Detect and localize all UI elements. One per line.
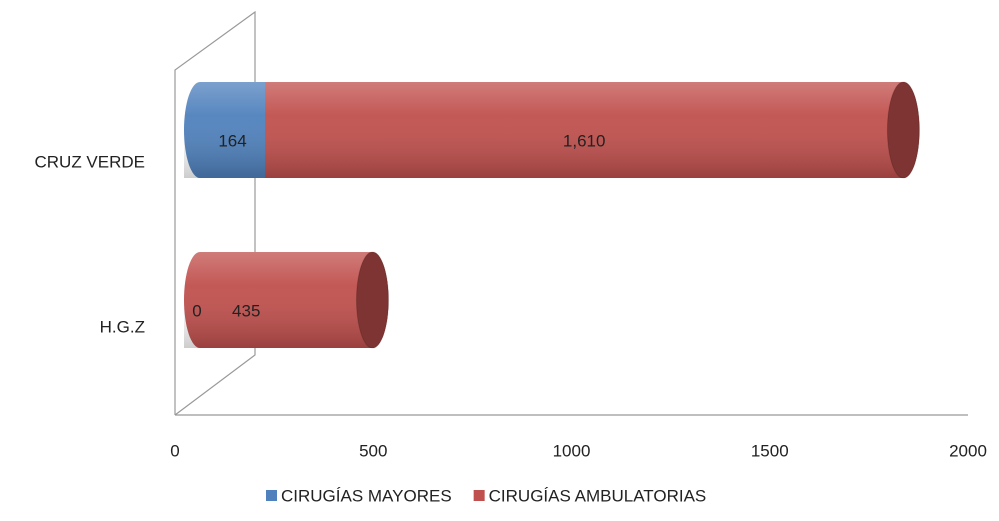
value-label: 435 xyxy=(232,301,260,320)
legend-label: CIRUGÍAS MAYORES xyxy=(281,486,452,505)
y-tick-label: H.G.Z xyxy=(100,317,145,336)
x-tick-label: 500 xyxy=(359,441,387,460)
bar-end-shade xyxy=(887,82,919,178)
axes-frame xyxy=(175,12,968,415)
bar-shade xyxy=(184,252,372,348)
chart: 0 500 1000 1500 2000 CRUZ VERDE 164 1,610 H.G.Z 0… xyxy=(0,0,999,521)
value-label: 164 xyxy=(218,131,246,150)
bar-end-shade xyxy=(356,252,388,348)
x-tick-label: 2000 xyxy=(949,441,987,460)
legend-label: CIRUGÍAS AMBULATORIAS xyxy=(489,486,707,505)
x-tick-label: 0 xyxy=(170,441,179,460)
x-tick-label: 1000 xyxy=(553,441,591,460)
wall xyxy=(175,12,255,415)
value-label: 1,610 xyxy=(563,131,606,150)
y-tick-label: CRUZ VERDE xyxy=(34,152,145,171)
value-label: 0 xyxy=(192,301,201,320)
x-tick-label: 1500 xyxy=(751,441,789,460)
bar-shade xyxy=(184,82,903,178)
legend-swatch xyxy=(474,490,485,501)
legend-swatch xyxy=(266,490,277,501)
